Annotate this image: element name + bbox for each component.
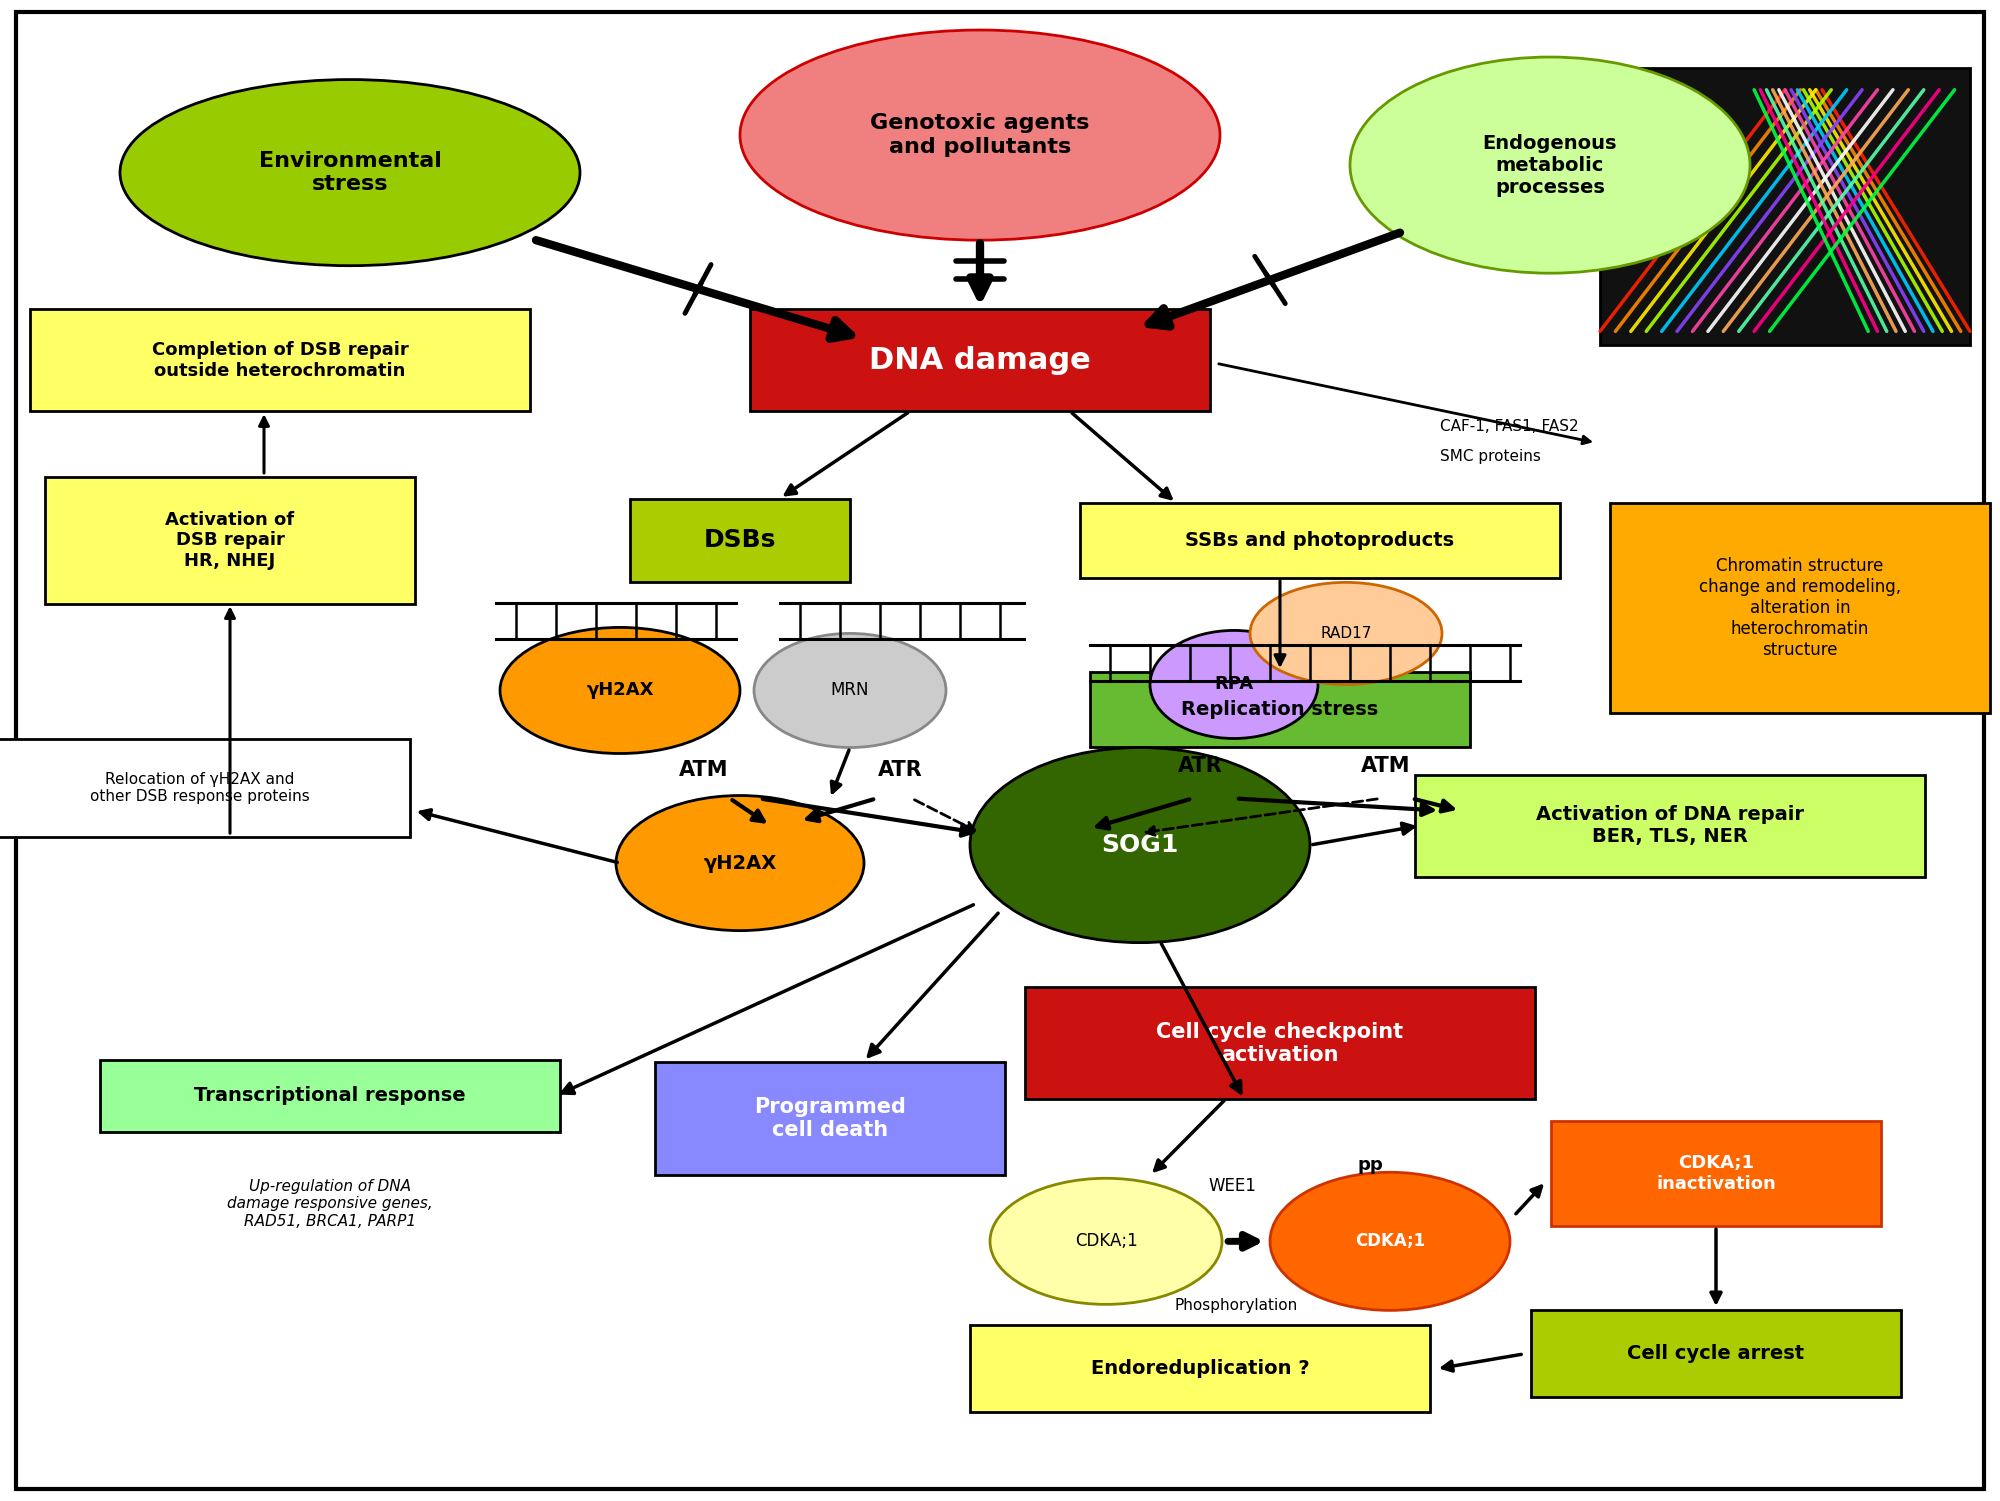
Ellipse shape (1350, 57, 1750, 273)
Text: Cell cycle checkpoint
activation: Cell cycle checkpoint activation (1156, 1022, 1404, 1064)
FancyBboxPatch shape (1552, 1121, 1880, 1226)
Text: Phosphorylation: Phosphorylation (1174, 1298, 1298, 1313)
FancyBboxPatch shape (1416, 775, 1924, 877)
Text: MRN: MRN (830, 681, 870, 699)
Text: CAF-1, FAS1, FAS2: CAF-1, FAS1, FAS2 (1440, 419, 1578, 434)
Text: Relocation of γH2AX and
other DSB response proteins: Relocation of γH2AX and other DSB respon… (90, 772, 310, 805)
Text: ATM: ATM (680, 760, 728, 781)
Ellipse shape (1270, 1172, 1510, 1310)
FancyBboxPatch shape (656, 1063, 1004, 1174)
Text: Up-regulation of DNA
damage responsive genes,
RAD51, BRCA1, PARP1: Up-regulation of DNA damage responsive g… (228, 1178, 432, 1229)
FancyBboxPatch shape (1600, 68, 1970, 345)
Text: WEE1: WEE1 (1208, 1177, 1256, 1195)
Ellipse shape (1150, 630, 1318, 738)
Text: γH2AX: γH2AX (586, 681, 654, 699)
Text: Programmed
cell death: Programmed cell death (754, 1097, 906, 1139)
Text: Transcriptional response: Transcriptional response (194, 1087, 466, 1105)
Text: ATR: ATR (1178, 755, 1222, 776)
Text: SSBs and photoproducts: SSBs and photoproducts (1186, 531, 1454, 549)
Text: Cell cycle arrest: Cell cycle arrest (1628, 1345, 1804, 1363)
FancyBboxPatch shape (30, 309, 530, 411)
Ellipse shape (500, 627, 740, 754)
Ellipse shape (970, 747, 1310, 943)
Text: SMC proteins: SMC proteins (1440, 449, 1540, 464)
Text: RAD17: RAD17 (1320, 626, 1372, 641)
Ellipse shape (616, 796, 864, 931)
Text: DSBs: DSBs (704, 528, 776, 552)
Text: Environmental
stress: Environmental stress (258, 152, 442, 194)
FancyBboxPatch shape (46, 477, 416, 605)
FancyBboxPatch shape (970, 1325, 1430, 1412)
FancyBboxPatch shape (1532, 1310, 1900, 1397)
Text: pp: pp (1358, 1156, 1382, 1174)
Ellipse shape (740, 30, 1220, 240)
FancyBboxPatch shape (750, 309, 1210, 411)
Text: Genotoxic agents
and pollutants: Genotoxic agents and pollutants (870, 114, 1090, 156)
FancyBboxPatch shape (100, 1060, 560, 1132)
Text: γH2AX: γH2AX (704, 854, 776, 872)
Ellipse shape (1250, 582, 1442, 684)
FancyBboxPatch shape (1024, 988, 1536, 1099)
Text: RPA: RPA (1214, 675, 1254, 693)
Text: Chromatin structure
change and remodeling,
alteration in
heterochromatin
structu: Chromatin structure change and remodelin… (1698, 557, 1902, 659)
Ellipse shape (754, 633, 946, 747)
Text: Completion of DSB repair
outside heterochromatin: Completion of DSB repair outside heteroc… (152, 341, 408, 380)
FancyBboxPatch shape (1610, 503, 1990, 713)
Text: ATM: ATM (1362, 755, 1410, 776)
Text: ATR: ATR (878, 760, 922, 781)
Text: Endoreduplication ?: Endoreduplication ? (1090, 1360, 1310, 1378)
Ellipse shape (990, 1178, 1222, 1304)
Text: Replication stress: Replication stress (1182, 701, 1378, 719)
Text: Activation of DNA repair
BER, TLS, NER: Activation of DNA repair BER, TLS, NER (1536, 805, 1804, 847)
Text: Endogenous
metabolic
processes: Endogenous metabolic processes (1482, 134, 1618, 197)
FancyBboxPatch shape (630, 498, 850, 582)
Text: CDKA;1: CDKA;1 (1074, 1232, 1138, 1250)
Text: Activation of
DSB repair
HR, NHEJ: Activation of DSB repair HR, NHEJ (166, 510, 294, 570)
FancyBboxPatch shape (1080, 503, 1560, 578)
Text: DNA damage: DNA damage (870, 345, 1090, 375)
Text: CDKA;1
inactivation: CDKA;1 inactivation (1656, 1154, 1776, 1193)
FancyBboxPatch shape (1090, 672, 1470, 747)
FancyBboxPatch shape (0, 740, 410, 838)
Text: SOG1: SOG1 (1102, 833, 1178, 857)
Text: CDKA;1: CDKA;1 (1354, 1232, 1426, 1250)
Ellipse shape (120, 80, 580, 266)
